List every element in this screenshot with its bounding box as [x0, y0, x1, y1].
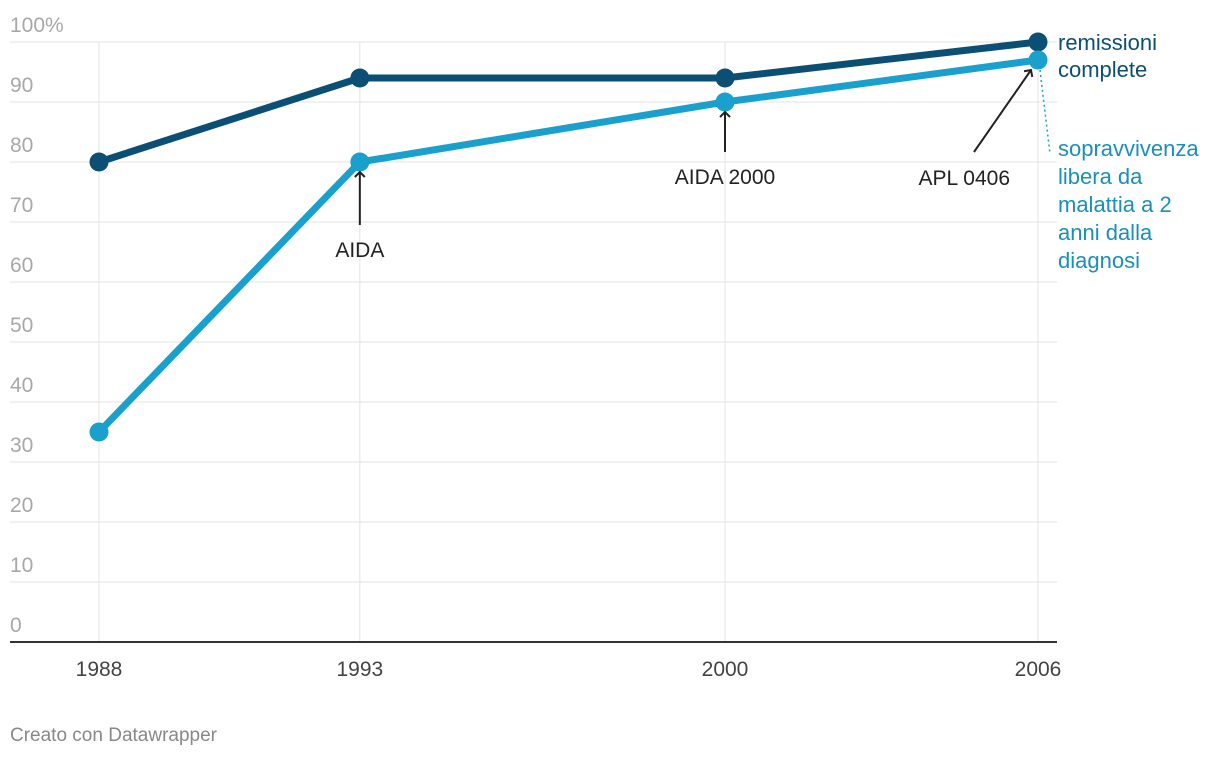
y-tick-label: 30 [10, 434, 33, 457]
data-point-1-3 [1028, 50, 1048, 70]
y-tick-label: 100% [10, 14, 64, 37]
data-point-1-1 [350, 152, 370, 172]
data-point-0-0 [89, 152, 109, 172]
series-label-sopravvivenza: malattia a 2 [1058, 192, 1172, 217]
y-axis-tick-labels: 0 10 20 30 40 50 60 70 80 90 100% [10, 14, 64, 637]
data-point-0-2 [715, 68, 735, 88]
y-tick-label: 0 [10, 614, 22, 637]
series-label-sopravvivenza: libera da [1058, 164, 1143, 189]
gridlines [10, 41, 1057, 643]
series-label-sopravvivenza: anni dalla [1058, 220, 1153, 245]
annotation-label: AIDA [335, 239, 384, 262]
y-tick-label: 10 [10, 554, 33, 577]
y-tick-label: 20 [10, 494, 33, 517]
series-label-sopravvivenza: diagnosi [1058, 248, 1140, 273]
annotations: AIDA AIDA 2000 APL 0406 [335, 68, 1034, 262]
y-tick-label: 70 [10, 194, 33, 217]
y-tick-label: 50 [10, 314, 33, 337]
y-tick-label: 40 [10, 374, 33, 397]
data-point-1-2 [715, 92, 735, 112]
series-lines [89, 32, 1048, 442]
x-tick-label: 2000 [702, 658, 749, 681]
series-label-remissioni: complete [1058, 57, 1147, 82]
series-label-leader [1039, 69, 1051, 155]
y-tick-label: 80 [10, 134, 33, 157]
credit-text: Creato con Datawrapper [10, 725, 218, 746]
series-label-remissioni: remissioni [1058, 30, 1157, 55]
x-tick-label: 1988 [76, 658, 123, 681]
y-tick-label: 90 [10, 74, 33, 97]
annotation-label: AIDA 2000 [675, 166, 775, 189]
y-tick-label: 60 [10, 254, 33, 277]
annotation-arrow-2 [973, 68, 1034, 153]
data-point-0-3 [1028, 32, 1048, 52]
series-label-sopravvivenza: sopravvivenza [1058, 136, 1199, 161]
x-axis-tick-labels: 1988 1993 2000 2006 [76, 658, 1062, 681]
data-point-1-0 [89, 422, 109, 442]
annotation-label: APL 0406 [919, 167, 1010, 190]
x-tick-label: 1993 [336, 658, 383, 681]
x-tick-label: 2006 [1015, 658, 1062, 681]
series-line-1 [95, 56, 1042, 436]
series-line-0 [95, 38, 1042, 166]
data-point-0-1 [350, 68, 370, 88]
